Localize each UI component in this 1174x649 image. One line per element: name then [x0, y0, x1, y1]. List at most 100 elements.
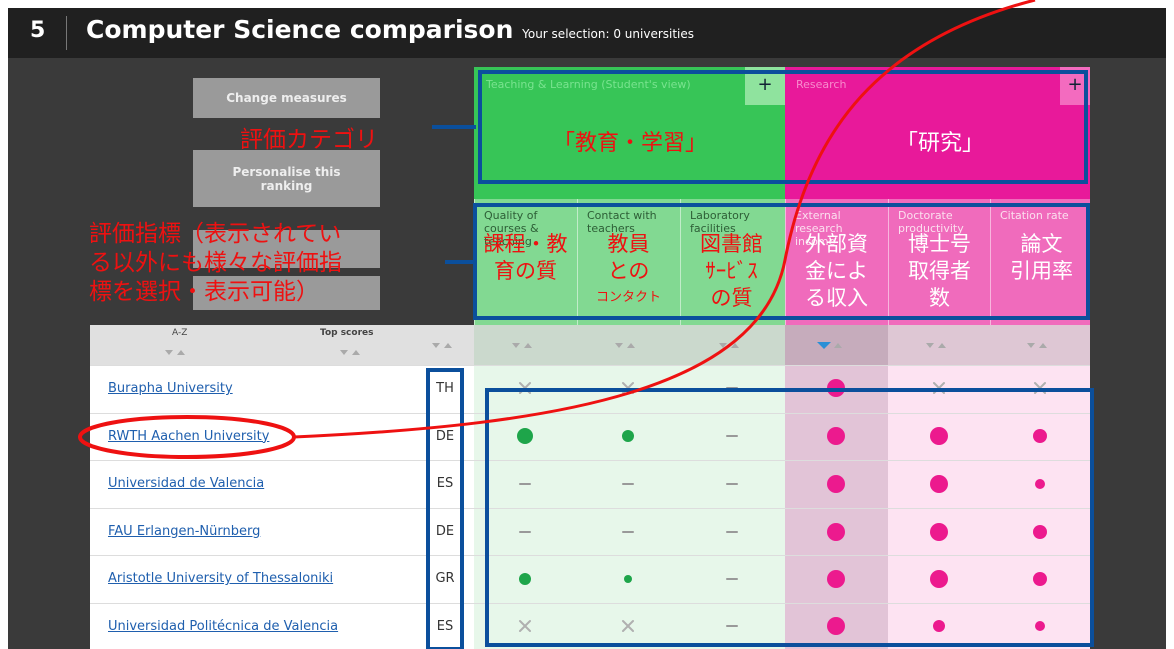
dot [827, 475, 845, 493]
dot [930, 427, 948, 445]
section-number: 5 [30, 18, 46, 43]
measure-note: の質 [710, 286, 753, 310]
measure-note: 金によ [805, 259, 868, 283]
magenta-dots [827, 379, 1047, 635]
button[interactable]: Change measures [193, 78, 380, 118]
dot [1033, 525, 1047, 539]
measure-note: る収入 [805, 286, 868, 310]
sort-arrow [834, 343, 842, 348]
dot [1035, 479, 1045, 489]
annotation: 評価指標（表示されてい る以外にも様々な評価指 標を選択・表示可能） [89, 220, 342, 307]
dot [827, 523, 845, 541]
column-divider [888, 199, 889, 325]
row-divider [90, 602, 1090, 604]
sort-arrows [165, 342, 1047, 355]
measure-note: 外部資 [805, 232, 868, 256]
cell-marks [517, 379, 1047, 635]
sort-arrow [432, 343, 1047, 348]
measure-label: Quality of courses & teaching [484, 209, 539, 248]
box [478, 70, 1088, 184]
dot [622, 430, 634, 442]
category-teaching [474, 67, 785, 199]
dot [827, 570, 845, 588]
university-link[interactable]: Universidad Politécnica de Valencia [108, 618, 339, 634]
annotation-red [78, 0, 1036, 459]
row-divider [90, 412, 1090, 414]
university-link[interactable]: Aristotle University of Thessaloniki [108, 571, 334, 586]
dot [624, 575, 632, 583]
university-link[interactable]: FAU Erlangen-Nürnberg [108, 523, 261, 539]
button[interactable] [193, 276, 380, 310]
dot [519, 573, 531, 585]
ellipse [78, 415, 296, 459]
university-link[interactable]: RWTH Aachen University [108, 428, 270, 444]
category-name: Research [796, 78, 847, 91]
category-note: 「教育・学習」 [552, 131, 707, 156]
category-research [785, 67, 1090, 199]
box [426, 368, 464, 649]
leader-line [432, 125, 476, 264]
country-code: ES [436, 476, 454, 491]
measure-note: 博士号 [908, 232, 971, 256]
dot [930, 523, 948, 541]
sort-header [90, 325, 1090, 365]
dashes [519, 387, 738, 627]
annotation-line: 評価指標（表示されてい [89, 221, 342, 247]
country-code: GR [435, 571, 455, 586]
row-divider [90, 460, 1090, 461]
column-divider [990, 199, 991, 325]
measure-note: ｻｰﾋﾞｽ [705, 259, 758, 283]
annotation-line: る以外にも様々な評価指 [89, 250, 342, 276]
cross [519, 382, 1046, 632]
sort-arrow-active [817, 342, 831, 349]
box [485, 388, 1094, 647]
crosses [519, 382, 1046, 632]
annotation-boxes [426, 70, 1094, 649]
curve [293, 0, 1036, 439]
university-link[interactable]: Universidad de Valencia [108, 476, 265, 491]
column-bg [474, 325, 785, 649]
annotation: 評価カテゴリ [240, 127, 378, 153]
row-divider [90, 365, 1090, 366]
category-note: 「研究」 [895, 131, 984, 156]
country-code: TH [436, 381, 454, 396]
selection: Your selection: 0 universities [522, 27, 695, 41]
measure-band [474, 199, 785, 325]
dot [1033, 572, 1047, 586]
country-code: DE [435, 428, 455, 444]
measure-label: Doctorate productivity [898, 209, 964, 235]
sort-az[interactable]: A-Z [172, 328, 188, 338]
country-code: DE [435, 523, 455, 539]
measure-note: との [607, 259, 650, 283]
dot [930, 570, 948, 588]
measure-note: 論文 [1020, 232, 1063, 256]
measure-band [785, 199, 1090, 325]
dot [1035, 621, 1045, 631]
measure-label: Laboratory facilities [690, 209, 750, 235]
dot [933, 620, 945, 632]
measure-note: 数 [929, 286, 950, 310]
measure-label: Contact with teachers [587, 209, 657, 235]
measure-note: 育の質 [494, 259, 557, 283]
measure-label: External research income [795, 209, 843, 248]
button[interactable]: Personalise this ranking [193, 150, 380, 207]
column-divider [680, 199, 681, 325]
measure-note: 教員 [607, 232, 650, 256]
dot [930, 475, 948, 493]
annotation-line: 標を選択・表示可能） [89, 279, 319, 305]
sort-top[interactable]: Top scores [320, 328, 374, 338]
green-dots [517, 428, 634, 585]
row-divider [90, 507, 1090, 509]
university-link[interactable]: Burapha University [108, 381, 233, 396]
measure-note: コンタクト [595, 290, 661, 305]
header-bar [8, 8, 1166, 58]
measure-note: 課程・教 [483, 232, 568, 256]
dash [519, 387, 738, 627]
button[interactable] [193, 230, 380, 268]
dot [827, 427, 845, 445]
measure-note: 図書館 [700, 232, 763, 256]
measure-note: 引用率 [1010, 259, 1073, 283]
category-name: Teaching & Learning (Student's view) [486, 78, 691, 91]
